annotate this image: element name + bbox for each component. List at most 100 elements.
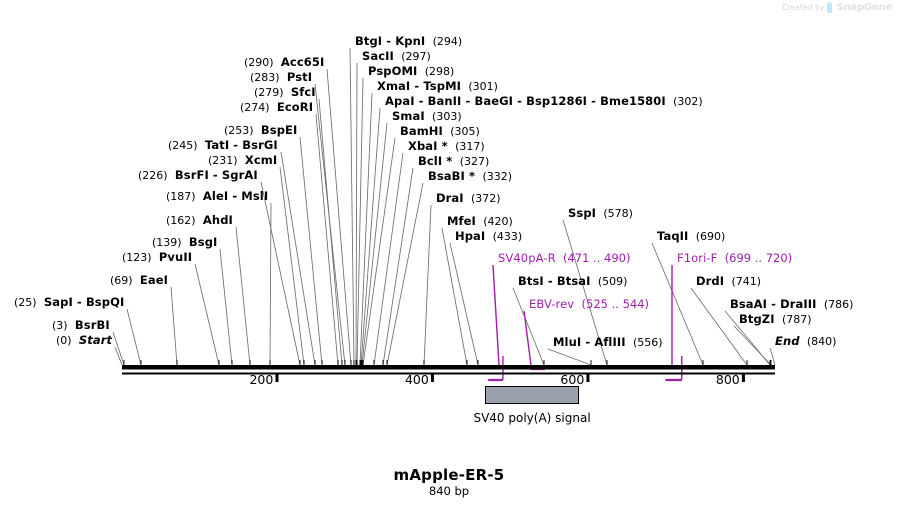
leader-line-psti: [314, 83, 346, 366]
site-name-tati: TatI - BsrGI: [204, 138, 278, 152]
feature-box-sv40-polya-signal[interactable]: [485, 386, 580, 404]
leader-line-sv40pa-r: [492, 264, 500, 366]
site-name-mfei: MfeI: [447, 214, 476, 228]
site-position-ahdi: (162): [166, 214, 196, 227]
site-position-xcmi: (231): [208, 154, 238, 167]
site-name-bspei: BspEI: [260, 123, 298, 137]
site-label-bspei[interactable]: (253) BspEI: [224, 124, 297, 137]
site-label-sv40pa-r[interactable]: SV40pA-R (471 .. 490): [498, 252, 630, 264]
site-position-apai: (302): [673, 95, 703, 108]
site-name-bsrfi: BsrFI - SgrAI: [174, 168, 258, 182]
site-name-btsi: BtsI - BtsaI: [518, 274, 591, 288]
site-position-xbai: (317): [455, 140, 485, 153]
site-label-mfei[interactable]: MfeI (420): [447, 215, 513, 228]
site-label-taqii[interactable]: TaqII (690): [657, 230, 725, 243]
site-name-xbai: XbaI *: [408, 139, 448, 153]
site-name-apai: ApaI - BanII - BaeGI - Bsp1286I - Bme158…: [385, 94, 666, 108]
site-label-sapi[interactable]: (25) SapI - BspQI: [14, 296, 124, 309]
site-label-btgi[interactable]: BtgI - KpnI (294): [355, 35, 462, 48]
site-label-bsabi[interactable]: BsaBI * (332): [428, 170, 512, 183]
primer-marker-f1ori-f[interactable]: [665, 356, 683, 382]
leader-line-ebv-rev: [523, 310, 532, 366]
snapgene-watermark: Created by SnapGene: [782, 2, 892, 13]
site-label-smai[interactable]: SmaI (303): [392, 110, 462, 123]
axis-tick-label-800: 800: [715, 372, 740, 387]
site-position-hpai: (433): [492, 230, 523, 243]
site-label-end[interactable]: End (840): [775, 335, 836, 348]
site-name-smai: SmaI: [392, 109, 425, 123]
leader-line-end: [769, 347, 776, 366]
site-position-sacii: (297): [401, 50, 431, 63]
site-label-mlui[interactable]: MluI - AflIII (556): [553, 336, 663, 349]
site-position-f1ori-f: (699 .. 720): [724, 251, 793, 265]
leader-line-bamhi: [362, 137, 396, 366]
site-name-xcmi: XcmI: [244, 153, 278, 167]
site-position-end: (840): [806, 335, 837, 348]
site-label-eaei[interactable]: (69) EaeI: [110, 274, 168, 287]
site-position-mfei: (420): [483, 215, 513, 228]
watermark-brand-text: SnapGene: [836, 2, 892, 13]
site-label-xcmi[interactable]: (231) XcmI: [208, 154, 277, 167]
site-name-alei: AleI - MslI: [202, 189, 269, 203]
leader-line-bsgi: [219, 248, 233, 366]
site-position-xmai: (301): [468, 80, 498, 93]
site-label-alei[interactable]: (187) AleI - MslI: [166, 190, 268, 203]
site-label-ecori[interactable]: (274) EcoRI: [240, 101, 313, 114]
site-label-sacii[interactable]: SacII (297): [362, 50, 431, 63]
site-name-pvuii: PvuII: [158, 250, 193, 264]
site-label-xbai[interactable]: XbaI * (317): [408, 140, 485, 153]
leader-line-acc65i: [326, 68, 352, 366]
axis-tick-label-600: 600: [560, 372, 585, 387]
site-name-sacii: SacII: [362, 49, 394, 63]
site-position-sapi: (25): [14, 296, 37, 309]
axis-tick-label-400: 400: [404, 372, 429, 387]
site-label-drdi[interactable]: DrdI (741): [696, 275, 761, 288]
leader-line-xcmi: [279, 166, 305, 366]
primer-marker-sv40pa-r[interactable]: [488, 356, 504, 382]
site-name-eaei: EaeI: [139, 273, 169, 287]
site-label-acc65i[interactable]: (290) Acc65I: [244, 56, 324, 69]
leader-line-btgi: [349, 47, 355, 366]
site-label-bsrfi[interactable]: (226) BsrFI - SgrAI: [138, 169, 258, 182]
site-label-apai[interactable]: ApaI - BanII - BaeGI - Bsp1286I - Bme158…: [385, 95, 703, 108]
axis-tick-mark-600: [586, 373, 590, 382]
site-label-btsi[interactable]: BtsI - BtsaI (509): [518, 275, 627, 288]
site-label-btgzi[interactable]: BtgZI (787): [739, 313, 812, 326]
leader-line-mfei: [441, 227, 468, 366]
site-label-start[interactable]: (0) Start: [56, 334, 112, 347]
site-name-bsrbi: BsrBI: [74, 318, 110, 332]
leader-line-bcli: [382, 167, 414, 366]
site-label-psti[interactable]: (283) PstI: [250, 71, 312, 84]
site-label-ahdi[interactable]: (162) AhdI: [166, 214, 233, 227]
leader-line-hpai: [449, 242, 479, 366]
site-label-pspomi[interactable]: PspOMI (298): [368, 65, 454, 78]
site-label-drai[interactable]: DraI (372): [436, 192, 501, 205]
leader-line-btgzi: [733, 325, 772, 366]
site-position-taqii: (690): [695, 230, 726, 243]
site-label-xmai[interactable]: XmaI - TspMI (301): [377, 80, 498, 93]
site-position-mlui: (556): [632, 336, 663, 349]
site-position-bsabi: (332): [482, 170, 513, 183]
site-label-tati[interactable]: (245) TatI - BsrGI: [168, 139, 278, 152]
site-position-bsaai: (786): [823, 298, 854, 311]
site-label-bamhi[interactable]: BamHI (305): [400, 125, 480, 138]
leader-line-ahdi: [235, 226, 251, 366]
site-label-bsaai[interactable]: BsaAI - DraIII (786): [730, 298, 853, 311]
site-label-pvuii[interactable]: (123) PvuII: [122, 251, 192, 264]
site-name-sfci: SfcI: [290, 85, 316, 99]
site-position-alei: (187): [166, 190, 196, 203]
site-label-f1ori-f[interactable]: F1ori-F (699 .. 720): [677, 252, 792, 264]
site-label-sspi[interactable]: SspI (578): [568, 207, 633, 220]
site-name-bamhi: BamHI: [400, 124, 443, 138]
site-label-bcli[interactable]: BclI * (327): [418, 155, 489, 168]
site-label-bsgi[interactable]: (139) BsgI: [152, 236, 217, 249]
site-label-ebv-rev[interactable]: EBV-rev (525 .. 544): [529, 298, 649, 310]
site-label-hpai[interactable]: HpaI (433): [455, 230, 522, 243]
ruler-baseline: [122, 372, 775, 375]
site-label-bsrbi[interactable]: (3) BsrBI: [52, 319, 110, 332]
leader-line-pspomi: [356, 77, 364, 366]
plasmid-title: mApple-ER-5: [393, 466, 505, 484]
site-label-sfci[interactable]: (279) SfcI: [254, 86, 316, 99]
site-name-f1ori-f: F1ori-F: [677, 251, 718, 265]
site-position-pspomi: (298): [424, 65, 455, 78]
